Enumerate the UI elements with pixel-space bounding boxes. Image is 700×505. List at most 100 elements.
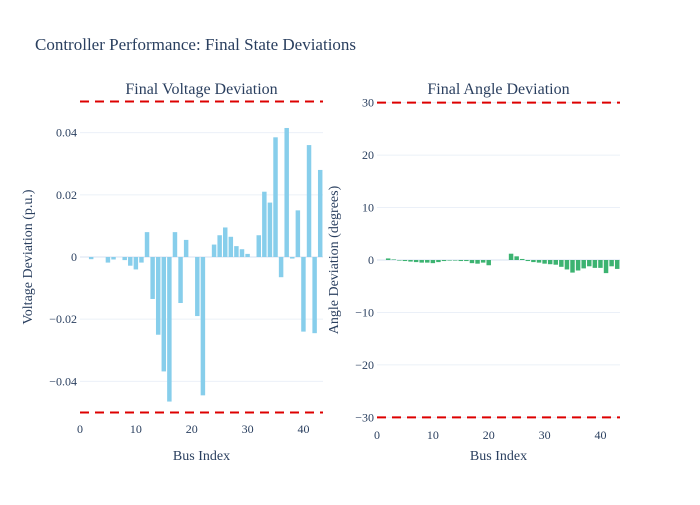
angle-bar: [509, 254, 513, 260]
angle-bar: [436, 260, 440, 262]
voltage-x-tick-label: 0: [77, 422, 83, 436]
voltage-bar: [284, 128, 288, 257]
angle-y-tick-label: −20: [355, 358, 374, 372]
voltage-bar: [106, 257, 110, 263]
voltage-y-axis-title: Voltage Deviation (p.u.): [21, 189, 36, 324]
voltage-bar: [89, 257, 93, 259]
angle-bar: [447, 260, 451, 261]
voltage-bar: [307, 145, 311, 257]
voltage-bar: [279, 257, 283, 277]
angle-bar: [425, 260, 429, 263]
voltage-bar: [173, 232, 177, 257]
voltage-x-tick-label: 10: [130, 422, 142, 436]
angle-y-tick-label: −10: [355, 305, 374, 319]
voltage-bar: [150, 257, 154, 299]
voltage-bar: [212, 245, 216, 257]
voltage-y-tick-label: 0.02: [56, 188, 77, 202]
angle-bar: [587, 260, 591, 266]
angle-bar: [559, 260, 563, 267]
angle-bar: [542, 260, 546, 264]
voltage-x-tick-label: 40: [297, 422, 309, 436]
angle-x-axis-title: Bus Index: [470, 449, 527, 464]
angle-bar: [514, 256, 518, 260]
angle-bar: [486, 260, 490, 265]
voltage-bar: [318, 170, 322, 257]
voltage-bar: [234, 246, 238, 257]
angle-y-tick-label: 0: [368, 253, 374, 267]
angle-bar: [414, 260, 418, 262]
angle-bar: [581, 260, 585, 268]
angle-x-tick-label: 0: [374, 428, 380, 442]
angle-x-tick-label: 20: [483, 428, 495, 442]
angle-bar: [565, 260, 569, 269]
figure-title: Controller Performance: Final State Devi…: [35, 35, 356, 54]
voltage-bar: [262, 192, 266, 257]
angle-bar: [570, 260, 574, 273]
voltage-bar: [145, 232, 149, 257]
angle-bar: [481, 260, 485, 263]
angle-bar: [431, 260, 435, 263]
angle-bar: [442, 260, 446, 261]
angle-bar: [526, 260, 530, 261]
voltage-x-tick-label: 20: [186, 422, 198, 436]
voltage-bar: [111, 257, 115, 259]
voltage-bar: [245, 254, 249, 257]
voltage-bar: [184, 240, 188, 257]
voltage-subplot-title: Final Voltage Deviation: [125, 81, 277, 98]
voltage-bar: [139, 257, 143, 263]
voltage-bar: [268, 203, 272, 257]
angle-bar: [604, 260, 608, 273]
voltage-bar: [257, 235, 261, 257]
angle-bar: [609, 260, 613, 266]
angle-x-tick-label: 10: [427, 428, 439, 442]
angle-y-tick-label: 30: [362, 96, 374, 110]
angle-bar: [464, 260, 468, 261]
voltage-bar: [156, 257, 160, 335]
voltage-bar: [312, 257, 316, 333]
voltage-bar: [201, 257, 205, 395]
angle-bar: [470, 260, 474, 263]
angle-bar: [408, 260, 412, 262]
angle-bar: [576, 260, 580, 270]
angle-bar: [397, 260, 401, 261]
angle-x-tick-label: 30: [539, 428, 551, 442]
angle-y-tick-label: 10: [362, 201, 374, 215]
voltage-bar: [162, 257, 166, 371]
angle-x-tick-label: 40: [594, 428, 606, 442]
angle-bar: [537, 260, 541, 263]
voltage-bar: [167, 257, 171, 402]
angle-y-tick-label: −30: [355, 410, 374, 424]
angle-bar: [392, 259, 396, 260]
voltage-bar: [223, 227, 227, 257]
angle-bar: [386, 258, 390, 260]
voltage-x-tick-label: 30: [242, 422, 254, 436]
voltage-bar: [301, 257, 305, 332]
voltage-bar: [128, 257, 132, 266]
angle-bar: [520, 259, 524, 260]
angle-bar: [593, 260, 597, 268]
voltage-bar: [229, 237, 233, 257]
angle-bar: [615, 260, 619, 269]
angle-bar: [531, 260, 535, 262]
angle-y-axis-title: Angle Deviation (degrees): [327, 185, 342, 334]
angle-bar: [459, 260, 463, 261]
voltage-y-tick-label: 0: [71, 250, 77, 264]
angle-bar: [403, 260, 407, 261]
angle-bar: [548, 260, 552, 264]
voltage-bar: [296, 210, 300, 257]
voltage-bar: [122, 257, 126, 260]
voltage-bar: [240, 249, 244, 257]
voltage-y-tick-label: −0.04: [49, 374, 77, 388]
voltage-y-tick-label: −0.02: [49, 312, 77, 326]
voltage-bar: [178, 257, 182, 303]
angle-y-tick-label: 20: [362, 148, 374, 162]
angle-bar: [453, 260, 457, 261]
angle-bar: [475, 260, 479, 264]
angle-bar: [419, 260, 423, 263]
voltage-x-axis-title: Bus Index: [173, 449, 230, 464]
angle-subplot-title: Final Angle Deviation: [427, 81, 569, 98]
voltage-bar: [290, 257, 294, 259]
